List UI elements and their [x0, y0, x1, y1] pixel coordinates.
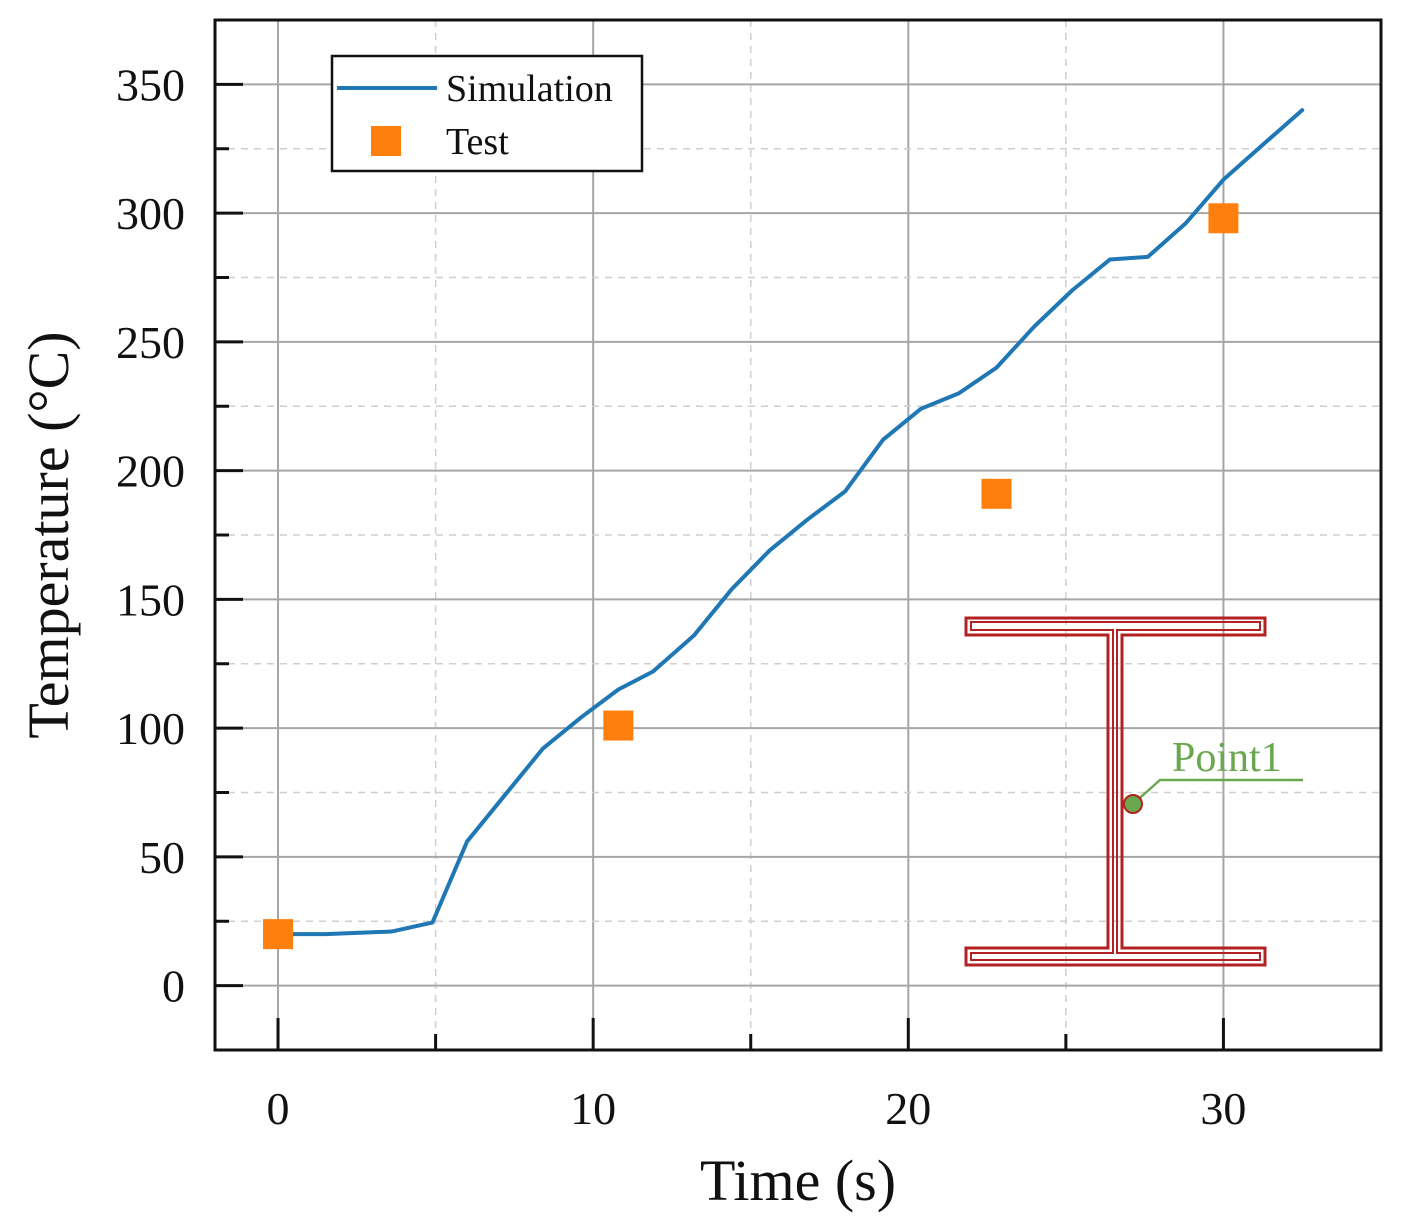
y-tick-label: 100 [116, 703, 185, 754]
x-tick-label: 10 [570, 1083, 616, 1134]
i-beam-inner-outline [970, 621, 1261, 961]
legend-test-swatch [371, 126, 401, 156]
y-axis-title: Temperature (°C) [16, 331, 81, 738]
data-series [263, 108, 1305, 950]
i-beam-outer-outline [964, 616, 1267, 967]
y-tick-label: 200 [116, 446, 185, 497]
y-tick-label: 50 [139, 832, 185, 883]
y-tick-label: 0 [162, 961, 185, 1012]
test-data-point [981, 478, 1012, 509]
x-axis-title: Time (s) [700, 1148, 896, 1213]
legend-test-label: Test [446, 121, 509, 163]
point1-marker [1123, 794, 1143, 814]
legend-simulation-label: Simulation [446, 68, 613, 110]
test-data-point [1208, 203, 1239, 234]
point1-label: Point1 [1172, 735, 1282, 781]
y-tick-label: 250 [116, 317, 185, 368]
simulation-line [276, 108, 1305, 937]
y-tick-label: 350 [116, 59, 185, 110]
test-data-point [263, 919, 294, 950]
test-data-point [603, 710, 634, 741]
x-tick-label: 0 [267, 1083, 290, 1134]
legend: Simulation Test [330, 54, 644, 173]
i-beam-section-diagram: Point1 [964, 616, 1303, 967]
point1-leader-line [1132, 778, 1303, 805]
x-tick-label: 30 [1200, 1083, 1246, 1134]
y-tick-label: 300 [116, 188, 185, 239]
grid-lines [215, 19, 1382, 1050]
x-tick-label: 20 [885, 1083, 931, 1134]
plot-frame [213, 18, 1383, 1052]
y-tick-label: 150 [116, 574, 185, 625]
